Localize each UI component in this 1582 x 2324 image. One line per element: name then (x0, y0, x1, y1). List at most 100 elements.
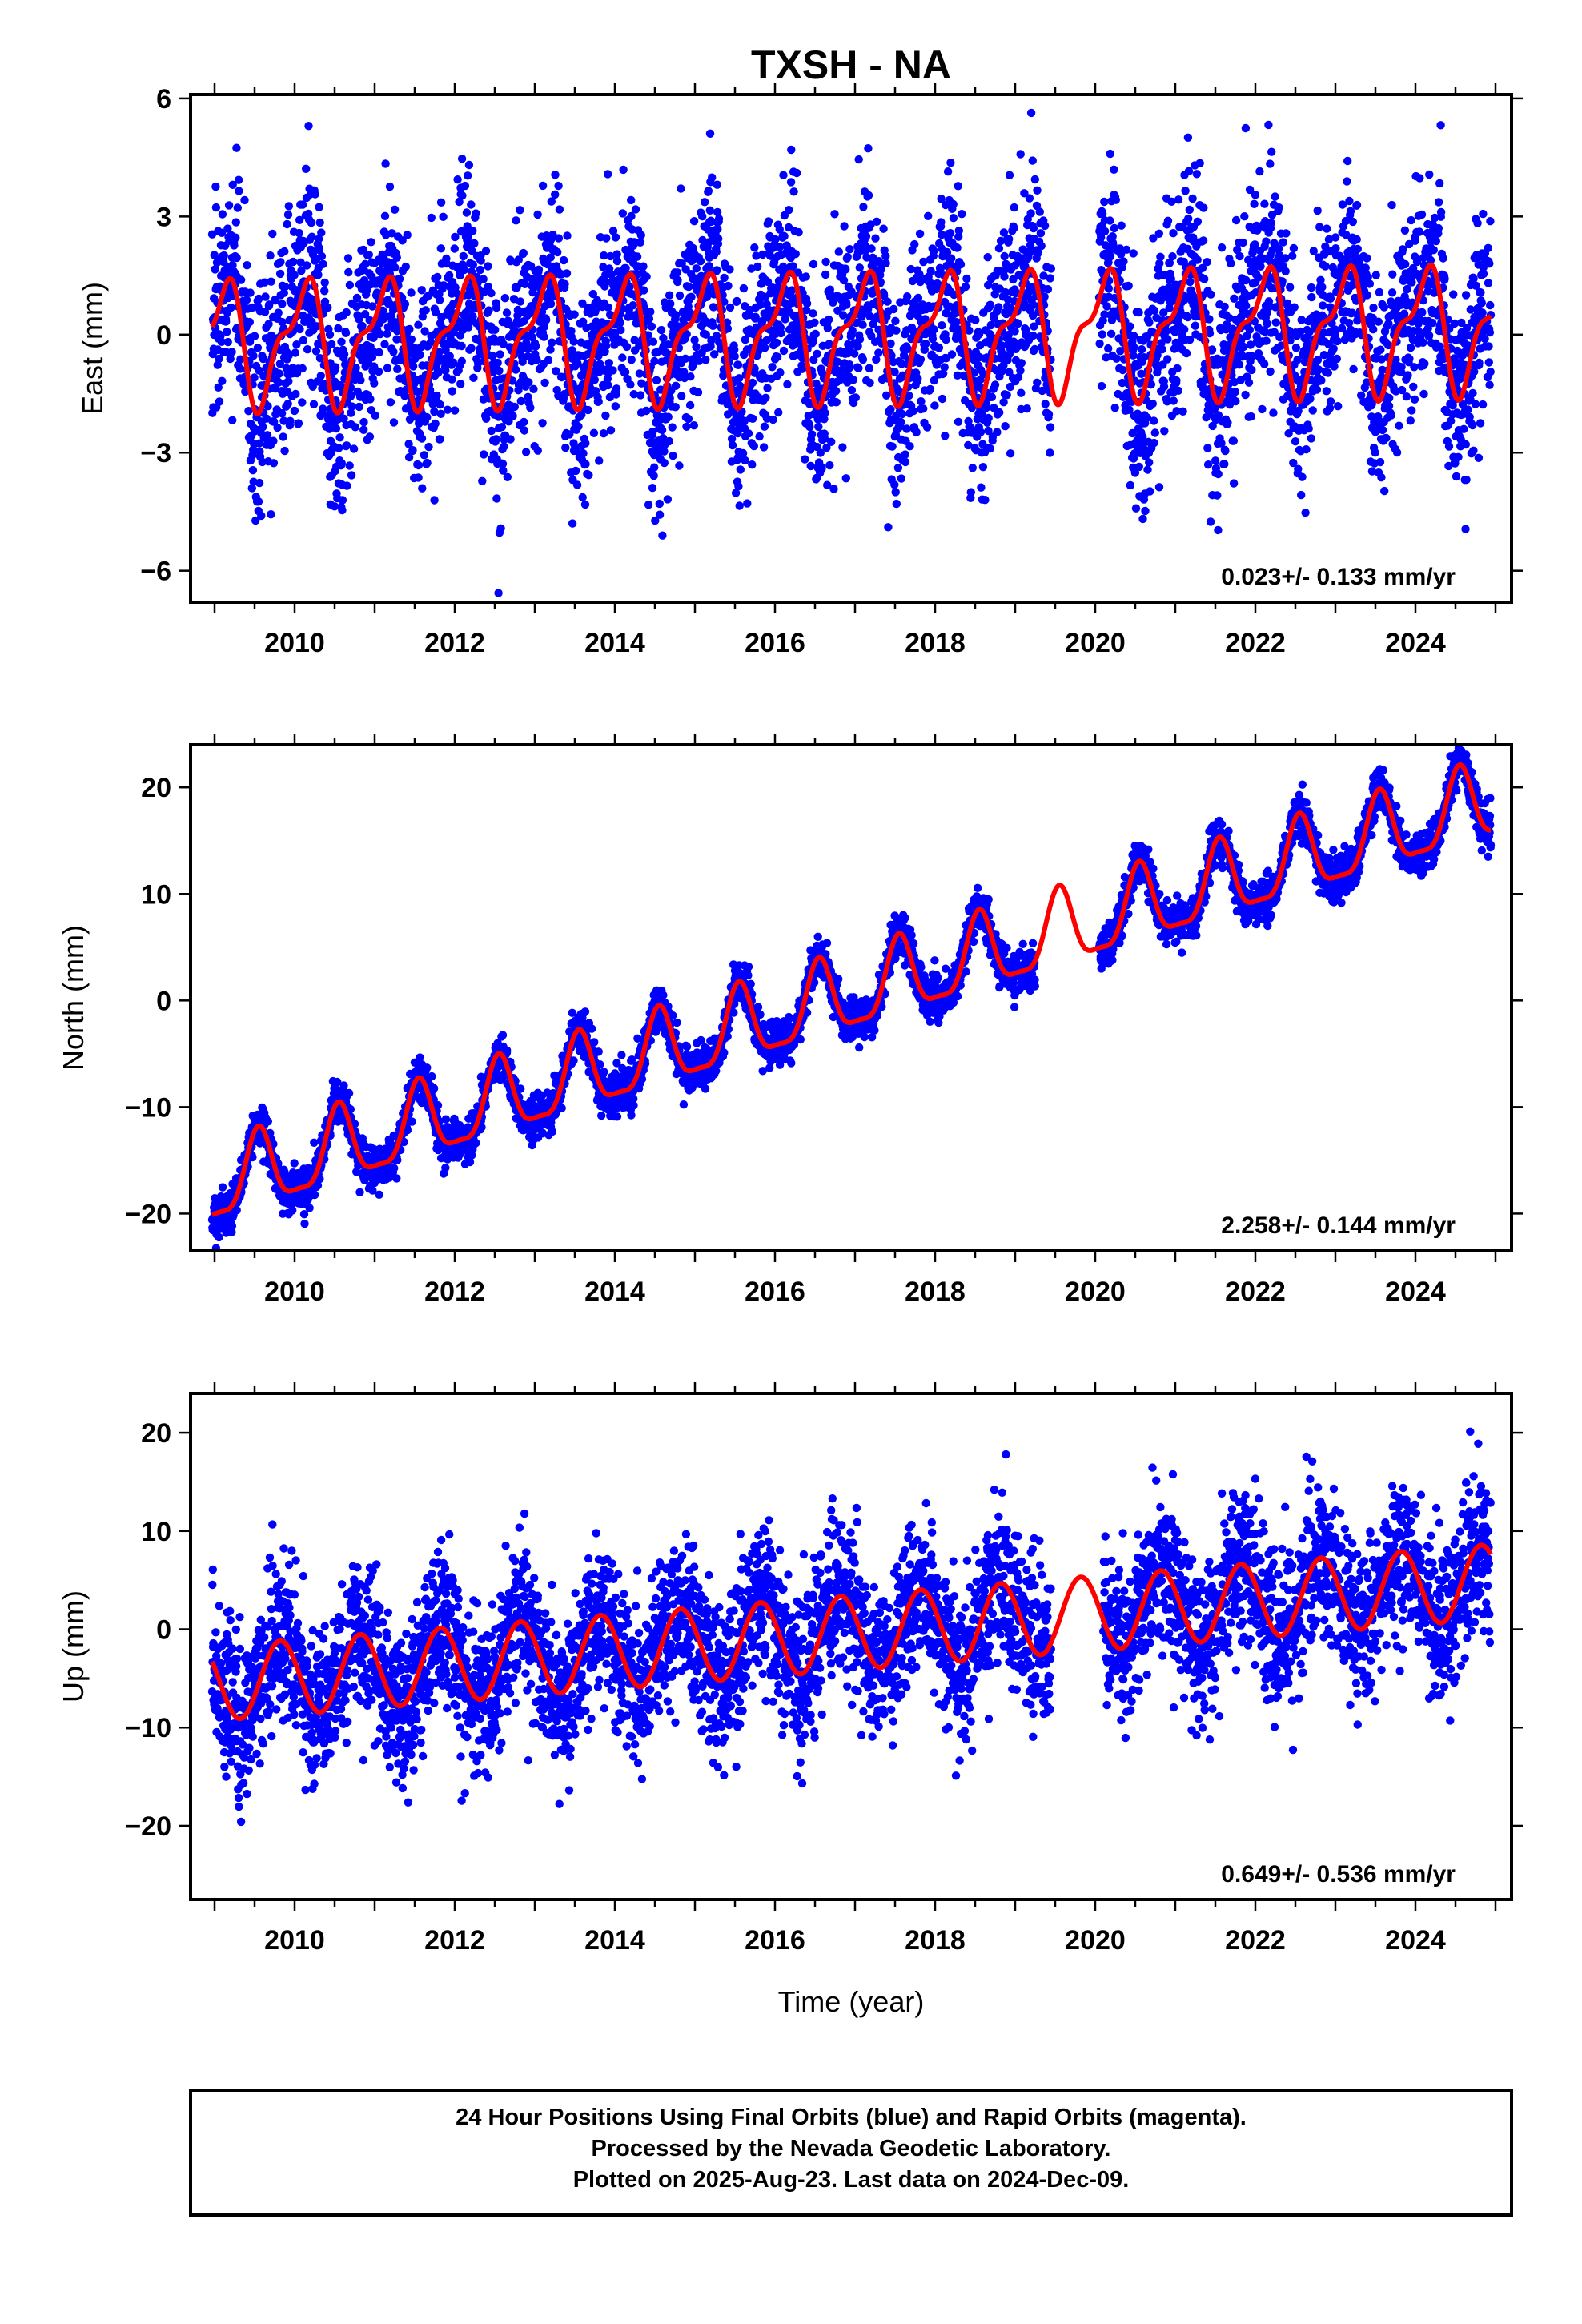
data-point (1471, 400, 1480, 408)
data-point (417, 286, 426, 295)
data-point (1124, 281, 1133, 291)
data-point (307, 218, 315, 227)
data-point (1317, 376, 1326, 385)
data-point (320, 287, 329, 296)
data-point (968, 464, 978, 472)
data-point (1375, 457, 1385, 467)
data-point (1181, 187, 1190, 195)
data-point (491, 325, 500, 334)
data-point (629, 390, 638, 399)
data-point (838, 443, 847, 452)
data-point (666, 300, 675, 308)
data-point (314, 271, 323, 279)
data-point (693, 388, 703, 397)
data-point (540, 322, 548, 332)
data-point (589, 428, 599, 437)
data-point (259, 354, 267, 364)
data-point (1403, 371, 1412, 380)
data-point (573, 359, 582, 368)
data-point (1440, 274, 1449, 283)
data-point (949, 214, 958, 223)
data-point (560, 279, 569, 288)
data-point (1131, 504, 1141, 513)
data-point (897, 474, 906, 483)
data-point (601, 411, 610, 420)
data-point (562, 269, 572, 278)
data-point (1000, 272, 1009, 281)
data-point (520, 279, 529, 288)
data-point (867, 244, 876, 253)
data-point (595, 456, 604, 465)
data-point (1150, 438, 1158, 448)
data-point (431, 419, 440, 428)
data-point (1235, 251, 1244, 261)
data-point (794, 227, 803, 237)
data-point (727, 434, 737, 444)
data-point (1429, 246, 1439, 255)
data-point (289, 257, 298, 267)
data-point (445, 271, 454, 280)
data-point (398, 236, 407, 245)
data-point (1387, 200, 1396, 210)
data-point (265, 300, 274, 309)
data-point (892, 499, 901, 509)
data-point (516, 297, 525, 306)
data-point (355, 402, 363, 412)
data-point (551, 190, 560, 199)
data-point (698, 212, 707, 221)
data-point (1266, 159, 1275, 168)
data-point (1263, 319, 1271, 328)
data-point (1461, 525, 1470, 533)
data-point (380, 340, 389, 348)
data-point (1460, 424, 1468, 433)
data-point (1486, 217, 1495, 226)
data-point (901, 450, 909, 459)
data-point (432, 391, 441, 400)
data-point (1043, 285, 1053, 294)
data-point (601, 271, 610, 279)
data-point (1016, 366, 1025, 375)
data-point (381, 159, 390, 168)
data-point (1419, 338, 1427, 347)
data-point (849, 376, 858, 384)
data-point (1214, 525, 1223, 535)
data-point (418, 484, 427, 493)
data-point (961, 282, 970, 292)
data-point (946, 229, 955, 238)
data-point (725, 265, 734, 274)
data-point (1180, 325, 1189, 334)
data-point (296, 258, 305, 267)
data-point (774, 408, 783, 417)
data-point (807, 430, 817, 439)
data-point (1182, 348, 1191, 358)
data-point (334, 324, 343, 333)
data-point (947, 350, 957, 359)
data-point (498, 460, 508, 468)
data-point (1251, 191, 1260, 199)
data-point (611, 233, 620, 242)
data-point (751, 312, 760, 321)
data-point (883, 297, 892, 306)
data-point (526, 403, 535, 412)
data-point (521, 448, 531, 456)
data-point (903, 292, 912, 301)
data-point (810, 318, 819, 327)
data-point (338, 496, 347, 505)
data-point (1371, 448, 1379, 457)
data-point (797, 364, 807, 373)
data-point (648, 484, 657, 493)
data-point (1193, 217, 1203, 226)
data-point (488, 352, 497, 360)
data-point (563, 231, 572, 240)
data-point (1405, 354, 1414, 364)
data-point (574, 422, 583, 431)
data-point (977, 483, 986, 492)
data-point (572, 447, 581, 456)
data-point (496, 524, 505, 533)
data-point (1245, 325, 1255, 334)
data-point (1022, 404, 1031, 413)
data-point (404, 440, 413, 448)
data-point (303, 261, 311, 270)
data-point (990, 380, 1000, 389)
data-point (246, 288, 255, 297)
